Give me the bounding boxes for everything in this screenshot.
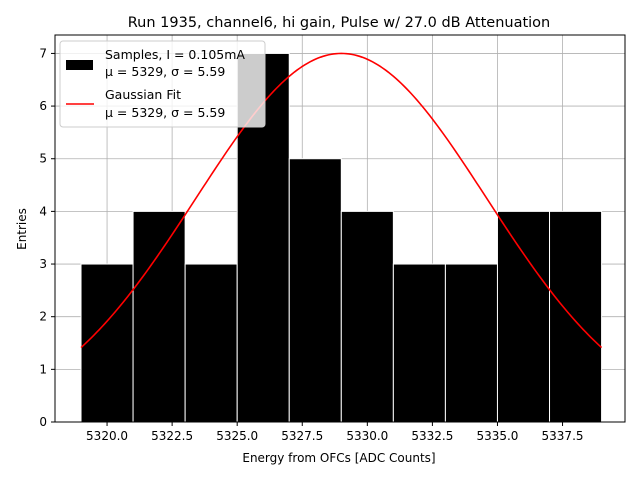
histogram-bar-6 [392, 263, 446, 423]
y-tick-label-5: 5 [39, 152, 47, 166]
legend-box [59, 40, 266, 128]
y-tick-label-0: 0 [39, 415, 47, 429]
x-tick-label-7: 5337.5 [542, 429, 584, 443]
x-tick-label-5: 5332.5 [411, 429, 453, 443]
legend-samples-label: Samples, I = 0.105mA [105, 47, 245, 62]
legend-fit-label: Gaussian Fit [105, 87, 181, 102]
x-tick-label-6: 5335.0 [476, 429, 518, 443]
y-tick-label-7: 7 [39, 46, 47, 60]
y-tick-label-1: 1 [39, 362, 47, 376]
x-tick-label-2: 5325.0 [216, 429, 258, 443]
x-tick-label-1: 5322.5 [151, 429, 193, 443]
histogram-bar-1 [132, 210, 186, 423]
histogram-bar-5 [340, 210, 394, 423]
legend-fit-stats: μ = 5329, σ = 5.59 [105, 105, 225, 120]
chart-title: Run 1935, channel6, hi gain, Pulse w/ 27… [128, 15, 551, 31]
legend-samples-patch [66, 60, 93, 70]
legend: Samples, I = 0.105mA μ = 5329, σ = 5.59 … [59, 40, 266, 128]
x-tick-label-4: 5330.0 [346, 429, 388, 443]
x-tick-label-0: 5320.0 [86, 429, 128, 443]
histogram-bar-0 [80, 263, 134, 423]
histogram-bar-8 [496, 210, 551, 423]
x-axis-label: Energy from OFCs [ADC Counts] [242, 451, 435, 465]
histogram-bar-7 [444, 263, 498, 423]
histogram-bar-2 [184, 263, 238, 423]
y-tick-label-4: 4 [39, 204, 47, 218]
y-tick-label-2: 2 [39, 310, 47, 324]
histogram-bar-4 [288, 158, 342, 423]
x-tick-label-3: 5327.5 [281, 429, 323, 443]
gaussian-fit-curve [80, 52, 603, 349]
plot-frame [54, 34, 626, 423]
y-axis-label: Entries [15, 208, 29, 250]
y-axis-ticks: 0 1 2 3 4 5 6 7 [39, 46, 55, 429]
histogram-bar-9 [549, 210, 603, 423]
y-tick-label-3: 3 [39, 257, 47, 271]
x-axis-ticks: 5320.0 5322.5 5325.0 5327.5 5330.0 5332.5 5335… [86, 422, 584, 443]
legend-samples-stats: μ = 5329, σ = 5.59 [105, 64, 225, 79]
y-tick-label-6: 6 [39, 99, 47, 113]
